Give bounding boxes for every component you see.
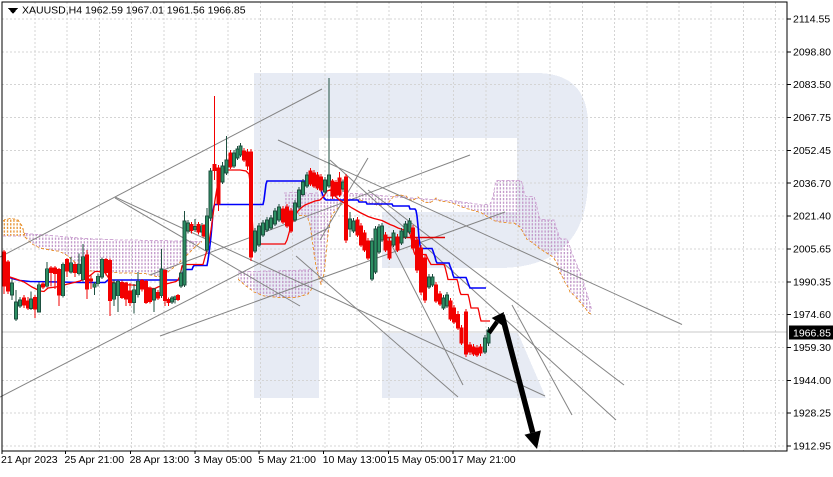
- svg-text:21 Apr 2023: 21 Apr 2023: [1, 454, 58, 466]
- svg-text:10 May 13:00: 10 May 13:00: [323, 454, 387, 466]
- svg-text:1912.95: 1912.95: [793, 441, 831, 453]
- svg-text:28 Apr 13:00: 28 Apr 13:00: [130, 454, 190, 466]
- svg-text:2114.55: 2114.55: [793, 14, 830, 26]
- svg-text:5 May 21:00: 5 May 21:00: [258, 454, 316, 466]
- svg-text:2005.65: 2005.65: [793, 244, 831, 256]
- svg-text:3 May 05:00: 3 May 05:00: [194, 454, 252, 466]
- svg-text:2098.80: 2098.80: [793, 46, 831, 58]
- svg-text:2052.45: 2052.45: [793, 145, 831, 157]
- svg-text:25 Apr 21:00: 25 Apr 21:00: [65, 454, 125, 466]
- svg-text:2067.75: 2067.75: [793, 112, 831, 124]
- svg-text:1944.00: 1944.00: [793, 375, 831, 387]
- svg-text:1966.85: 1966.85: [793, 328, 831, 340]
- svg-text:1974.60: 1974.60: [793, 309, 831, 321]
- svg-text:17 May 21:00: 17 May 21:00: [452, 454, 516, 466]
- svg-text:2083.50: 2083.50: [793, 79, 831, 91]
- svg-text:1959.30: 1959.30: [793, 342, 831, 354]
- svg-text:2036.70: 2036.70: [793, 178, 831, 190]
- svg-text:XAUUSD,H4 1962.59 1967.01 196: XAUUSD,H4 1962.59 1967.01 1961.56 1966.8…: [22, 5, 246, 17]
- svg-text:1928.25: 1928.25: [793, 408, 831, 420]
- svg-text:2021.40: 2021.40: [793, 211, 831, 223]
- svg-text:15 May 05:00: 15 May 05:00: [387, 454, 451, 466]
- svg-text:1990.35: 1990.35: [793, 276, 831, 288]
